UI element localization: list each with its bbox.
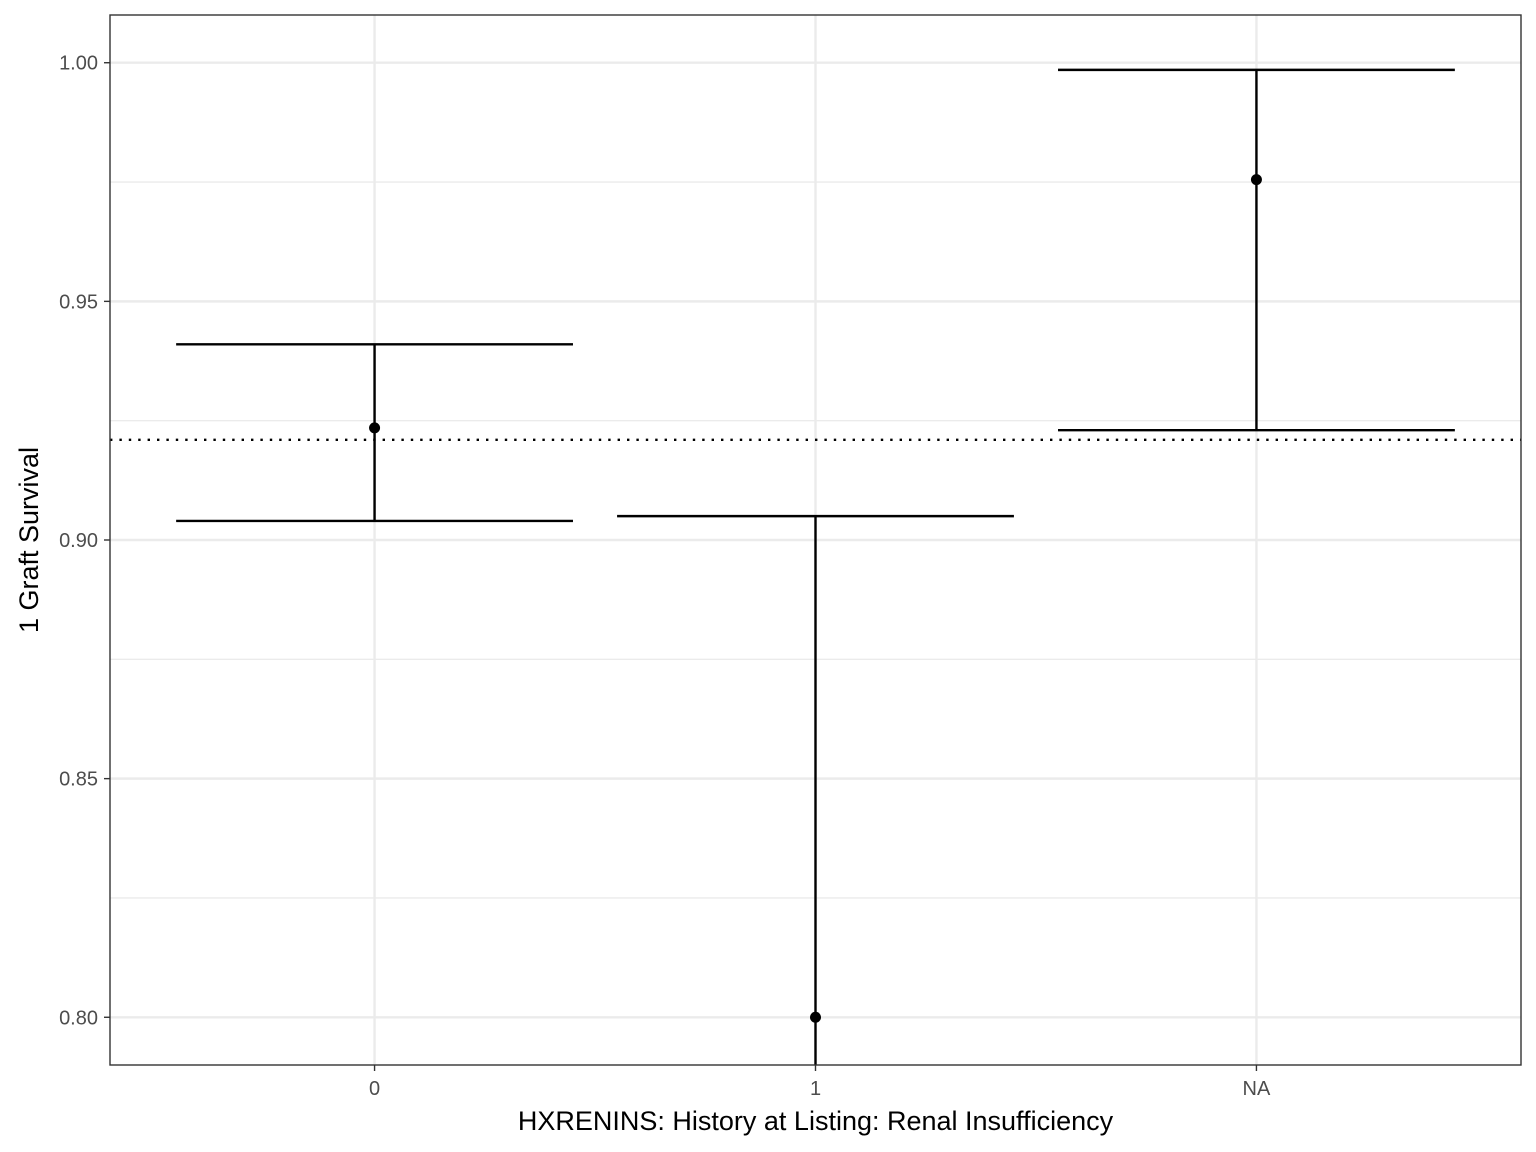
y-axis-title: 1 Graft Survival: [14, 447, 44, 633]
point-estimate: [810, 1011, 821, 1023]
point-estimate: [369, 422, 381, 434]
x-tick-label: NA: [1243, 1078, 1271, 1100]
y-tick-label: 0.90: [59, 530, 98, 552]
y-tick-label: 0.80: [59, 1007, 98, 1029]
x-axis-title: HXRENINS: History at Listing: Renal Insu…: [518, 1106, 1114, 1136]
y-tick-label: 0.85: [59, 769, 98, 791]
chart-marks: [110, 68, 1521, 1065]
x-tick-label: 1: [810, 1078, 821, 1100]
y-tick-label: 0.95: [59, 291, 98, 313]
point-estimate: [1250, 174, 1262, 186]
x-tick-label: 0: [369, 1078, 380, 1100]
y-tick-label: 1.00: [59, 53, 98, 75]
axis-ticks: 0.80 0.85 0.90 0.95 1.00 0 1 NA: [59, 53, 1271, 1100]
